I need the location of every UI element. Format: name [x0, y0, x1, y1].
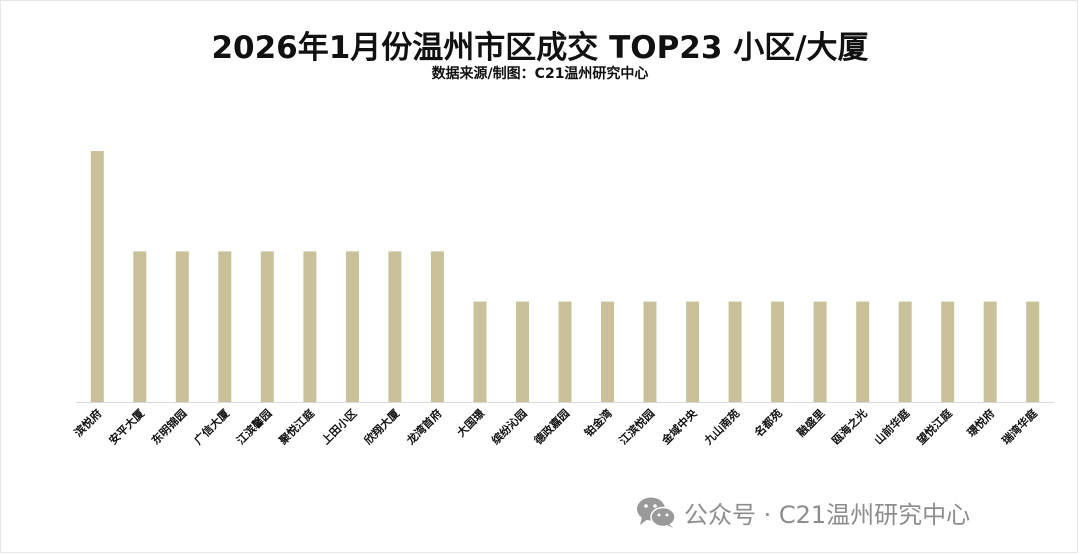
x-tick-label: 江滨悦园: [616, 406, 657, 447]
watermark: 公众号 · C21温州研究中心: [636, 492, 970, 532]
bar: [473, 301, 487, 402]
bar: [175, 251, 189, 402]
bar: [898, 301, 912, 402]
x-tick-label: 滨悦府: [71, 406, 104, 439]
x-tick-label: 金域中央: [658, 406, 700, 448]
x-tick-label: 缤纷沁园: [489, 406, 530, 447]
bar: [133, 251, 147, 402]
bar: [771, 301, 785, 402]
x-tick-label: 安平大厦: [106, 406, 148, 448]
bar: [516, 301, 529, 402]
x-tick-label: 名都苑: [751, 406, 784, 439]
x-tick-label: 大国璟: [454, 406, 487, 439]
bar: [643, 301, 657, 402]
bar: [90, 151, 104, 402]
bar: [813, 301, 827, 402]
watermark-text: 公众号 · C21温州研究中心: [684, 500, 971, 529]
x-tick-label: 望悦江庭: [914, 406, 955, 447]
x-tick-label: 瓯海之光: [829, 406, 870, 447]
x-tick-label: 融盛里: [794, 406, 827, 439]
x-tick-label: 铂金湾: [581, 406, 614, 439]
wechat-icon: [637, 497, 676, 528]
bar: [558, 301, 572, 402]
bar: [941, 301, 955, 402]
x-tick-label: 东明锦园: [148, 406, 189, 447]
bar: [430, 251, 444, 402]
x-tick-label: 聚悦江庭: [275, 406, 317, 448]
bar: [856, 301, 870, 402]
bar: [686, 301, 700, 402]
bar: [303, 251, 317, 402]
x-tick-label: 德政嘉园: [530, 406, 572, 448]
x-tick-label: 九山南苑: [700, 406, 742, 448]
x-tick-label: 龙湾首府: [403, 406, 445, 448]
bar: [983, 301, 997, 402]
bar: [728, 301, 742, 402]
bar: [601, 301, 614, 402]
bar: [218, 251, 232, 402]
x-tick-label: 璟悦府: [964, 406, 997, 439]
chart-subtitle: 数据来源/制图：C21温州研究中心: [431, 66, 649, 82]
bar: [1026, 301, 1040, 402]
x-tick-label: 欣翔大厦: [361, 406, 403, 448]
bar: [345, 251, 359, 402]
x-tick-label: 广信大厦: [191, 406, 233, 448]
x-tick-label: 山前华庭: [871, 406, 912, 447]
x-tick-label: 瑞湾华庭: [999, 406, 1040, 447]
bar: [260, 251, 274, 402]
x-tick-label: 上田小区: [319, 406, 360, 447]
bar: [388, 251, 402, 402]
x-tick-label: 江滨馨园: [233, 406, 274, 447]
chart-title: 2026年1月份温州市区成交 TOP23 小区/大厦: [211, 30, 869, 66]
